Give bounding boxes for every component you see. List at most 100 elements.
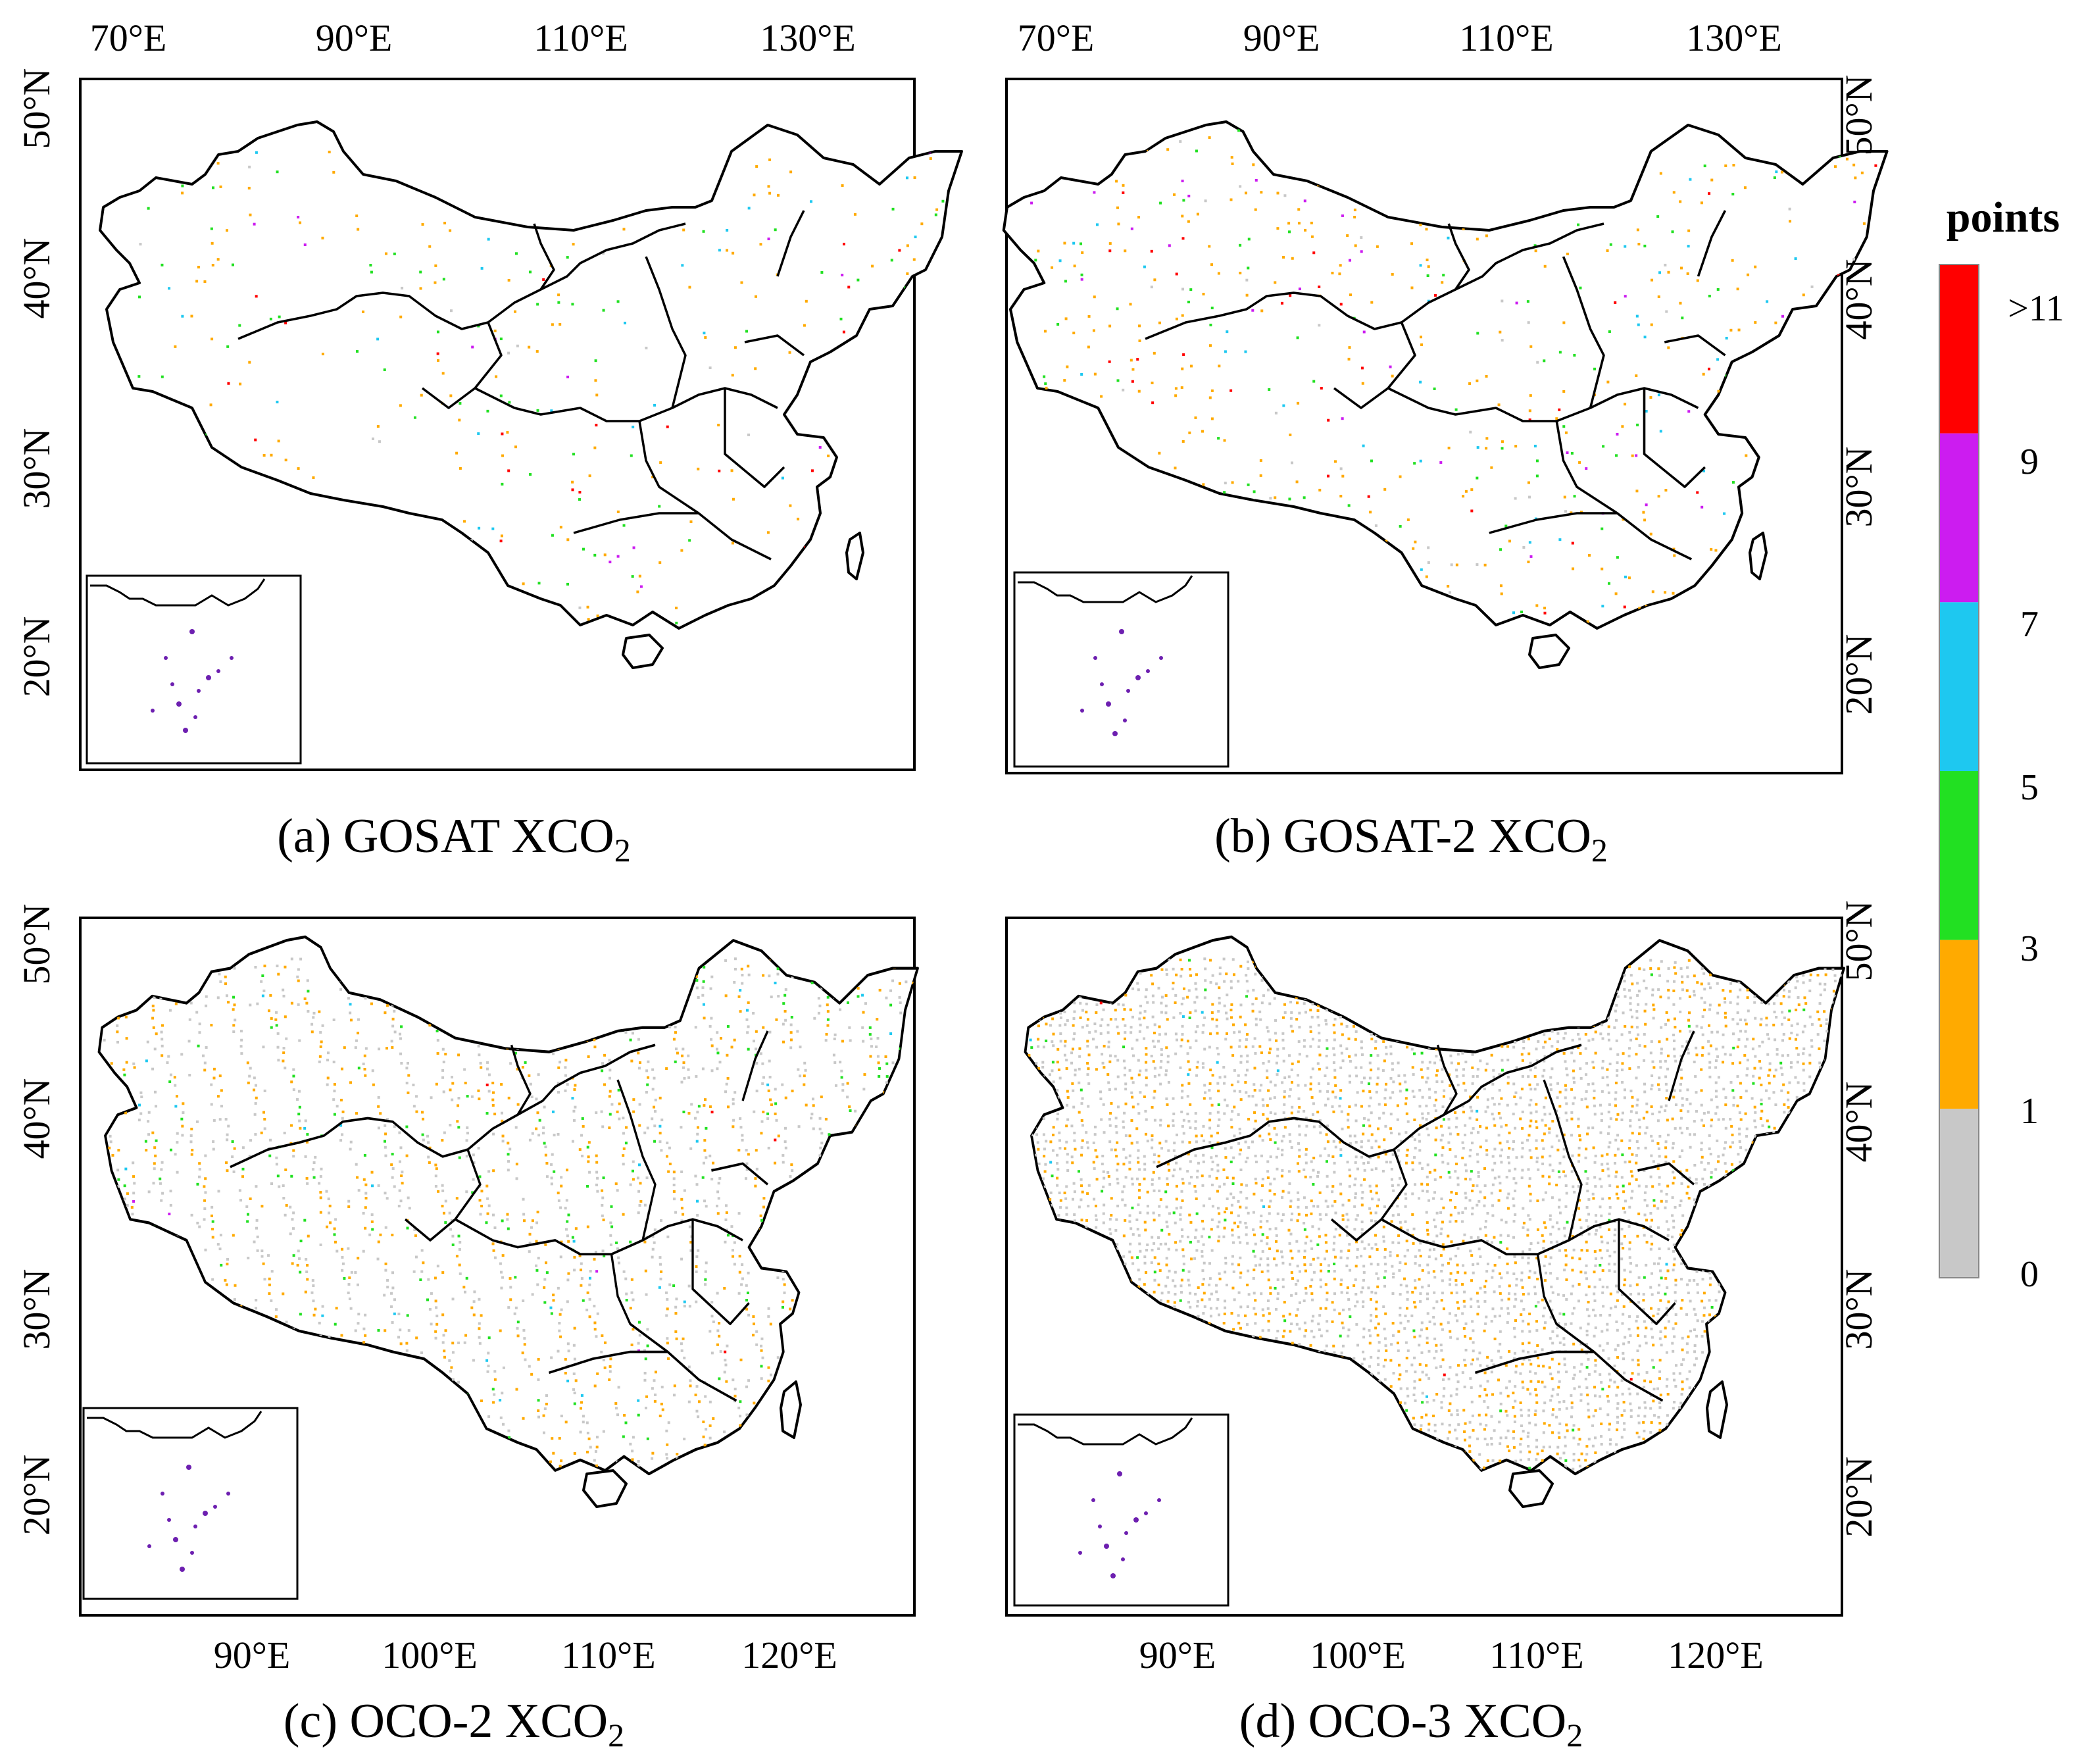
- obs-point: [1787, 365, 1790, 368]
- obs-point: [203, 1061, 207, 1065]
- obs-point: [138, 968, 141, 971]
- obs-point: [564, 1371, 567, 1374]
- obs-point: [1181, 214, 1184, 218]
- obs-point: [724, 1363, 728, 1367]
- obs-point: [421, 519, 424, 522]
- obs-point: [248, 361, 251, 364]
- obs-point: [665, 1429, 668, 1432]
- obs-point: [241, 1175, 245, 1178]
- obs-point: [1261, 720, 1264, 722]
- obs-point: [668, 1575, 671, 1578]
- obs-point: [1179, 140, 1182, 143]
- obs-point: [710, 1069, 714, 1072]
- obs-point: [151, 1131, 155, 1134]
- obs-point: [160, 975, 163, 978]
- obs-point: [601, 1189, 604, 1192]
- obs-point: [499, 1560, 502, 1563]
- obs-point: [804, 1069, 807, 1072]
- obs-point: [654, 1371, 657, 1374]
- obs-point: [168, 1392, 172, 1395]
- obs-point: [667, 1001, 670, 1004]
- obs-point: [291, 1218, 294, 1221]
- obs-point: [825, 654, 828, 657]
- map-frame: [1005, 917, 1843, 1617]
- obs-point: [1533, 244, 1537, 247]
- obs-point: [205, 151, 209, 154]
- obs-point: [733, 967, 737, 970]
- obs-point: [385, 1047, 389, 1050]
- obs-point: [111, 1153, 114, 1157]
- obs-point: [357, 1502, 360, 1505]
- obs-point: [1345, 607, 1349, 610]
- obs-point: [267, 1009, 270, 1013]
- obs-point: [312, 1392, 316, 1395]
- obs-point: [1043, 967, 1047, 970]
- obs-point: [254, 1355, 257, 1359]
- obs-point: [752, 1040, 755, 1043]
- obs-point: [593, 1032, 596, 1036]
- obs-point: [768, 1059, 771, 1063]
- obs-point: [1838, 424, 1841, 427]
- obs-point: [587, 1004, 590, 1007]
- obs-point: [868, 1307, 872, 1311]
- obs-point: [116, 1314, 120, 1317]
- obs-point: [564, 1357, 567, 1361]
- obs-point: [833, 1320, 837, 1323]
- obs-point: [391, 1271, 395, 1274]
- obs-point: [906, 410, 909, 413]
- obs-point: [695, 1300, 698, 1303]
- obs-point: [393, 1009, 396, 1013]
- obs-point: [442, 1472, 445, 1474]
- obs-point: [755, 1330, 758, 1333]
- obs-point: [139, 1378, 142, 1381]
- obs-point: [209, 967, 212, 970]
- obs-point: [914, 236, 917, 239]
- obs-point: [501, 1565, 504, 1568]
- obs-point: [710, 1111, 714, 1114]
- obs-point: [297, 1387, 301, 1390]
- obs-point: [658, 561, 662, 565]
- obs-point: [1370, 179, 1373, 182]
- obs-point: [507, 469, 510, 472]
- obs-point: [672, 1471, 676, 1474]
- obs-point: [523, 1471, 526, 1474]
- obs-point: [385, 1467, 389, 1471]
- obs-point: [574, 1084, 577, 1087]
- obs-point: [108, 1278, 111, 1281]
- obs-point: [658, 1567, 661, 1570]
- obs-point: [1247, 126, 1250, 130]
- obs-point: [567, 1240, 570, 1243]
- obs-point: [708, 1330, 712, 1333]
- obs-point: [117, 1290, 120, 1294]
- obs-point: [805, 1509, 807, 1512]
- obs-point: [936, 1560, 939, 1563]
- obs-point: [153, 1167, 156, 1171]
- obs-point: [929, 1393, 931, 1396]
- obs-point: [239, 1315, 242, 1319]
- obs-point: [1043, 129, 1046, 132]
- obs-point: [240, 1052, 243, 1055]
- obs-point: [545, 1161, 549, 1165]
- obs-point: [188, 172, 191, 176]
- obs-point: [708, 1154, 712, 1157]
- obs-point: [289, 1373, 292, 1376]
- obs-point: [552, 1299, 555, 1302]
- obs-point: [588, 678, 591, 680]
- obs-point: [724, 1240, 727, 1244]
- obs-point: [184, 473, 187, 476]
- obs-point: [760, 1365, 763, 1368]
- obs-point: [603, 1341, 607, 1344]
- obs-point: [422, 1373, 425, 1376]
- obs-point: [347, 1205, 351, 1208]
- obs-point: [1485, 447, 1488, 450]
- obs-point: [1594, 707, 1597, 710]
- obs-point: [507, 1306, 510, 1309]
- obs-point: [442, 1090, 445, 1094]
- obs-point: [349, 1011, 352, 1015]
- obs-point: [667, 1357, 670, 1360]
- obs-point: [593, 1459, 596, 1462]
- obs-point: [893, 957, 896, 961]
- obs-point: [1823, 511, 1826, 514]
- obs-point: [564, 1066, 567, 1069]
- obs-point: [399, 668, 401, 671]
